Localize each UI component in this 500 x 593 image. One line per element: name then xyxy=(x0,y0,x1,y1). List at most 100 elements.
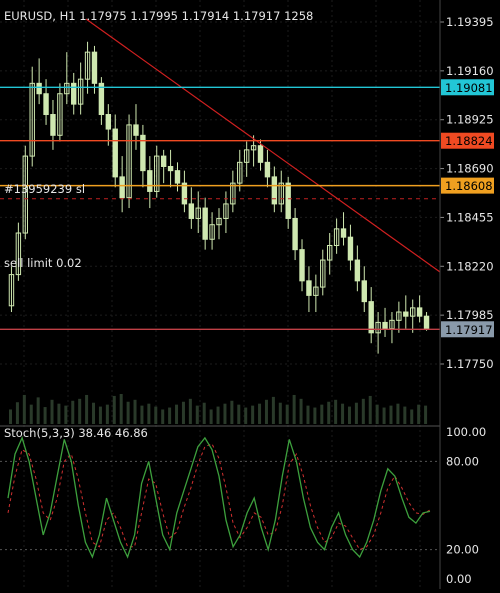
candle-body xyxy=(174,170,181,184)
volume-bar xyxy=(9,409,12,424)
candle-body xyxy=(416,307,423,317)
volume-bar xyxy=(36,397,40,424)
candle-body xyxy=(243,149,250,163)
volume-bar xyxy=(92,402,96,424)
volume-bar xyxy=(320,404,324,424)
candle-body xyxy=(333,228,340,246)
candle-body xyxy=(140,134,146,172)
volume-bar xyxy=(285,404,289,424)
price-axis: 1.19395 1.19160 1.18925 1.18690 1.18455 1.182… xyxy=(440,15,494,371)
candle-body xyxy=(64,82,70,95)
candlestick-series[interactable] xyxy=(8,41,430,354)
volume-bar xyxy=(15,402,19,424)
volume-bar xyxy=(354,402,358,424)
price-tick-label: 1.19160 xyxy=(446,64,494,78)
stoch-signal-line xyxy=(7,443,431,551)
candle-body xyxy=(98,82,105,116)
grid xyxy=(0,0,440,589)
volume-bar xyxy=(202,402,206,424)
volume-bar xyxy=(237,404,241,424)
level-1-18608-tag-label: 1.18608 xyxy=(445,179,493,193)
candle-body xyxy=(340,228,347,238)
horizontal-levels[interactable]: 1.19081 1.18824 1.18608 1.17917 xyxy=(0,79,494,338)
volume-bar xyxy=(223,403,227,424)
candle-body xyxy=(423,315,430,330)
candle-body xyxy=(105,114,112,130)
candle-body xyxy=(361,280,367,303)
price-tick-label: 1.18690 xyxy=(446,162,494,176)
volume-bar xyxy=(251,405,255,424)
price-tick-label: 1.19395 xyxy=(446,15,494,29)
candle-body xyxy=(375,321,381,334)
volume-bar xyxy=(119,394,123,424)
candle-body xyxy=(368,301,374,334)
volume-bar xyxy=(375,404,379,424)
volume-bar xyxy=(168,407,172,424)
candle-body xyxy=(382,321,388,330)
sl-order-label[interactable]: #13959239 sl xyxy=(4,182,85,196)
volume-bar xyxy=(147,403,151,424)
trendline[interactable] xyxy=(85,18,441,273)
candle-body xyxy=(160,155,167,167)
volume-bar xyxy=(264,399,268,424)
candle-body xyxy=(410,307,416,317)
level-1-19081-tag-label: 1.19081 xyxy=(445,81,493,95)
volume-bar xyxy=(403,406,407,424)
candle-body xyxy=(264,161,271,178)
volume-bar xyxy=(43,407,47,424)
candle-body xyxy=(154,155,160,192)
volume-bar xyxy=(188,398,192,424)
stoch-label: Stoch(5,3,3) 38.46 46.86 xyxy=(4,426,148,440)
level-1-18824-tag xyxy=(441,132,494,149)
volume-bar xyxy=(154,406,158,424)
level-1-18824-tag-label: 1.18824 xyxy=(445,134,493,148)
candle-body xyxy=(313,286,319,296)
volume-bar xyxy=(29,404,33,424)
volume-bar xyxy=(230,400,234,424)
candle-body xyxy=(147,170,153,192)
price-tick-label: 1.17985 xyxy=(446,308,494,322)
current-price-tag-label: 1.17917 xyxy=(445,323,493,337)
candle-body xyxy=(230,182,236,205)
candle-body xyxy=(209,224,215,240)
current-price-tag xyxy=(441,321,494,338)
volume-bar xyxy=(105,404,109,424)
volume-bar xyxy=(424,405,428,424)
candle-body xyxy=(306,280,312,296)
price-tick-label: 1.18925 xyxy=(446,113,494,127)
volume-bar xyxy=(57,403,61,424)
candle-body xyxy=(91,51,98,84)
volume-bar xyxy=(299,398,303,424)
volume-bar xyxy=(244,407,248,424)
candle-body xyxy=(29,82,35,157)
volume-bar xyxy=(313,407,317,424)
volume-bar xyxy=(361,398,365,424)
stoch-tick-label: 100.00 xyxy=(446,425,486,439)
stoch-axis: 100.00 80.00 20.00 0.00 xyxy=(446,425,486,586)
candle-body xyxy=(250,145,257,151)
volume-bar xyxy=(22,394,26,424)
stoch-tick-label: 80.00 xyxy=(446,454,479,468)
stoch-tick-label: 20.00 xyxy=(446,543,479,557)
candle-body xyxy=(119,176,125,199)
chart-header: EURUSD, H1 1.17975 1.17995 1.17914 1.179… xyxy=(4,9,313,23)
candle-body xyxy=(396,311,402,321)
candle-body xyxy=(71,82,77,105)
candle-body xyxy=(77,78,84,105)
volume-bar xyxy=(216,406,220,424)
candle-body xyxy=(195,207,201,219)
volume-bar xyxy=(140,405,144,424)
sell-limit-label[interactable]: sell limit 0.02 xyxy=(4,256,82,270)
volume-bar xyxy=(347,406,351,424)
candle-body xyxy=(126,124,132,199)
candle-body xyxy=(22,155,28,234)
candle-body xyxy=(15,232,22,276)
candle-body xyxy=(8,274,15,307)
stochastic-panel[interactable] xyxy=(0,436,440,559)
candle-body xyxy=(50,114,56,136)
volume-bar xyxy=(126,401,130,424)
level-1-18608-tag xyxy=(441,177,494,194)
volume-bar xyxy=(112,395,116,424)
